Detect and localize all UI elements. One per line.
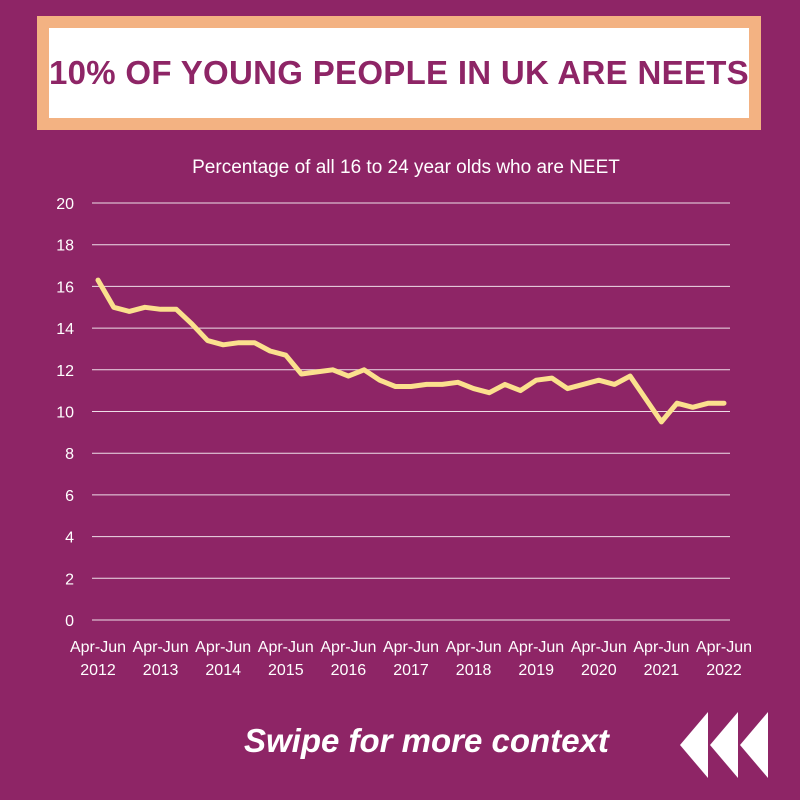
y-tick-label: 0 xyxy=(65,613,74,630)
x-tick-label: Apr-Jun xyxy=(70,639,126,656)
x-tick-label: 2019 xyxy=(518,662,554,679)
x-tick-label: Apr-Jun xyxy=(696,639,752,656)
triple-chevron-left-icon[interactable] xyxy=(680,712,780,782)
y-tick-label: 12 xyxy=(56,363,74,380)
x-tick-label: Apr-Jun xyxy=(383,639,439,656)
title-banner: 10% OF YOUNG PEOPLE IN UK ARE NEETS xyxy=(37,16,761,130)
y-tick-label: 2 xyxy=(65,571,74,588)
line-chart: 0 2 4 6 8 10 12 14 16 18 20 Apr-Jun 2012 Apr-Jun 2013 A… xyxy=(56,196,752,679)
x-tick-label: Apr-Jun xyxy=(133,639,189,656)
x-tick-label: Apr-Jun xyxy=(446,639,502,656)
y-tick-label: 16 xyxy=(56,279,74,296)
x-tick-label: 2012 xyxy=(80,662,116,679)
x-tick-label: 2017 xyxy=(393,662,429,679)
y-tick-label: 6 xyxy=(65,488,74,505)
x-tick-label: Apr-Jun xyxy=(633,639,689,656)
series-line xyxy=(95,277,727,425)
x-tick-label: 2015 xyxy=(268,662,304,679)
y-tick-label: 10 xyxy=(56,405,74,422)
x-tick-label: 2014 xyxy=(205,662,241,679)
x-tick-label: 2020 xyxy=(581,662,617,679)
y-tick-label: 20 xyxy=(56,196,74,213)
chart-title: Percentage of all 16 to 24 year olds who… xyxy=(192,157,620,178)
y-tick-label: 14 xyxy=(56,321,74,338)
x-tick-label: 2022 xyxy=(706,662,742,679)
y-tick-label: 8 xyxy=(65,446,74,463)
x-tick-label: Apr-Jun xyxy=(320,639,376,656)
swipe-prompt: Swipe for more context xyxy=(244,722,609,759)
y-tick-label: 18 xyxy=(56,238,74,255)
x-tick-label: Apr-Jun xyxy=(195,639,251,656)
x-tick-label: 2021 xyxy=(644,662,680,679)
x-tick-label: 2013 xyxy=(143,662,179,679)
x-tick-label: 2016 xyxy=(331,662,367,679)
x-tick-label: Apr-Jun xyxy=(258,639,314,656)
x-tick-label: Apr-Jun xyxy=(508,639,564,656)
x-tick-label: Apr-Jun xyxy=(571,639,627,656)
y-tick-label: 4 xyxy=(65,530,74,547)
page-title: 10% OF YOUNG PEOPLE IN UK ARE NEETS xyxy=(49,54,749,91)
x-tick-label: 2018 xyxy=(456,662,492,679)
